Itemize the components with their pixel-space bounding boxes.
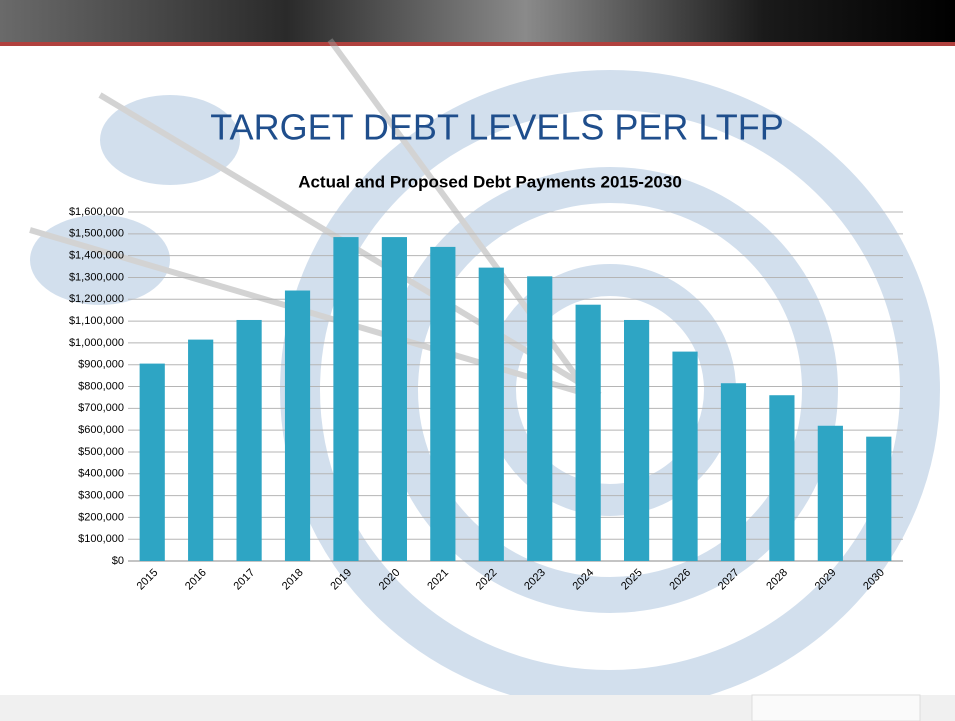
y-tick-label: $1,600,000 <box>69 206 124 218</box>
x-tick-label: 2015 <box>135 567 161 593</box>
bar <box>333 237 358 561</box>
y-tick-label: $800,000 <box>78 380 124 392</box>
x-tick-label: 2018 <box>280 567 306 593</box>
bar <box>188 340 213 561</box>
page: {"slide_title": "TARGET DEBT LEVELS PER … <box>0 0 955 721</box>
chart-title: Actual and Proposed Debt Payments 2015-2… <box>298 172 682 191</box>
y-tick-label: $600,000 <box>78 424 124 436</box>
x-tick-label: 2016 <box>183 567 209 593</box>
y-tick-label: $1,500,000 <box>69 228 124 240</box>
bar <box>672 352 697 561</box>
y-tick-label: $400,000 <box>78 468 124 480</box>
slide: TARGET DEBT LEVELS PER LTFP Actual and P… <box>0 0 955 721</box>
y-tick-label: $0 <box>112 555 124 567</box>
bar <box>576 305 601 561</box>
x-tick-label: 2021 <box>425 567 451 593</box>
x-tick-label: 2017 <box>231 567 257 593</box>
slide-title: TARGET DEBT LEVELS PER LTFP <box>210 107 784 148</box>
y-tick-label: $1,300,000 <box>69 271 124 283</box>
bar <box>479 268 504 561</box>
bar <box>721 383 746 561</box>
bar <box>382 237 407 561</box>
bar <box>430 247 455 561</box>
banner <box>0 0 955 42</box>
y-tick-label: $1,400,000 <box>69 250 124 262</box>
y-tick-label: $500,000 <box>78 446 124 458</box>
x-tick-label: 2028 <box>764 567 790 593</box>
bar <box>527 276 552 561</box>
y-tick-label: $200,000 <box>78 511 124 523</box>
y-tick-label: $900,000 <box>78 359 124 371</box>
y-tick-label: $1,200,000 <box>69 293 124 305</box>
bar <box>140 364 165 561</box>
y-tick-label: $100,000 <box>78 533 124 545</box>
bar <box>285 291 310 561</box>
bar <box>866 437 891 561</box>
bar <box>769 395 794 561</box>
bar <box>624 320 649 561</box>
banner-rule <box>0 42 955 46</box>
bar <box>237 320 262 561</box>
footer-box <box>752 695 920 721</box>
y-tick-label: $300,000 <box>78 489 124 501</box>
y-tick-label: $1,100,000 <box>69 315 124 327</box>
y-tick-label: $1,000,000 <box>69 337 124 349</box>
bar <box>818 426 843 561</box>
y-tick-label: $700,000 <box>78 402 124 414</box>
